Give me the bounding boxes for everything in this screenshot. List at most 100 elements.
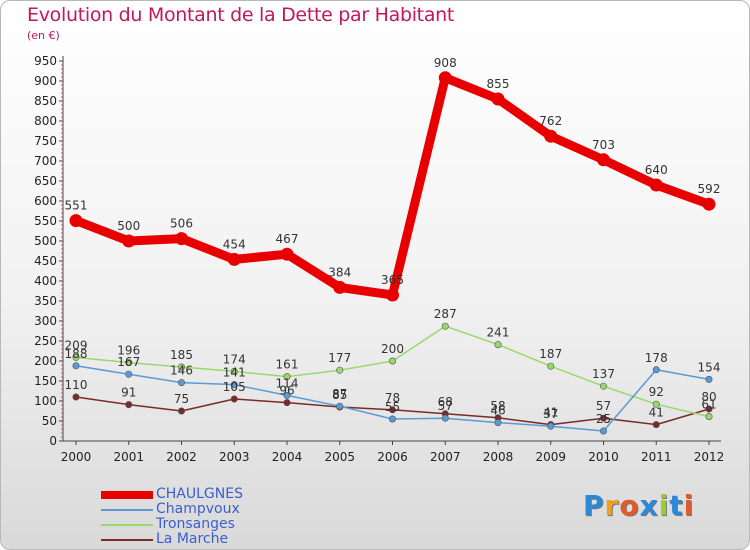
y-tick-label: 950	[34, 54, 57, 68]
data-point	[705, 405, 713, 413]
data-label: 196	[117, 344, 140, 358]
data-label: 25	[596, 412, 611, 426]
y-tick-label: 900	[34, 74, 57, 88]
data-label: 146	[170, 364, 193, 378]
data-point	[494, 341, 502, 349]
data-label: 110	[65, 378, 88, 392]
y-tick-label: 850	[34, 94, 57, 108]
y-tick-label: 200	[34, 354, 57, 368]
data-point	[388, 357, 396, 365]
data-point	[175, 232, 188, 246]
data-point	[283, 391, 291, 399]
data-label: 178	[645, 351, 668, 365]
data-label: 92	[649, 385, 664, 399]
data-point	[230, 381, 238, 389]
y-tick-label: 100	[34, 394, 57, 408]
data-point	[72, 353, 80, 361]
data-label: 506	[170, 217, 193, 231]
x-tick-label: 2009	[535, 450, 566, 464]
data-label: 454	[223, 237, 246, 251]
data-label: 209	[65, 338, 88, 352]
data-label: 241	[487, 326, 510, 340]
legend-swatch	[101, 539, 153, 541]
data-label: 85	[332, 388, 347, 402]
data-label: 174	[223, 352, 246, 366]
data-point	[441, 322, 449, 330]
data-point	[652, 400, 660, 408]
y-tick-label: 750	[34, 134, 57, 148]
x-tick-label: 2007	[430, 450, 461, 464]
y-tick-label: 250	[34, 334, 57, 348]
data-point	[599, 382, 607, 390]
data-label: 640	[645, 163, 668, 177]
x-tick-label: 2003	[219, 450, 250, 464]
data-label: 61	[701, 398, 716, 412]
x-tick-label: 2012	[694, 450, 725, 464]
data-point	[705, 375, 713, 383]
data-point	[283, 373, 291, 381]
proxiti-logo: Proxiti	[583, 489, 695, 522]
data-point	[122, 234, 136, 248]
data-point	[388, 406, 396, 414]
chart-subtitle: (en €)	[27, 29, 60, 42]
legend-swatch	[101, 509, 153, 511]
data-label: 908	[434, 56, 457, 70]
data-point	[491, 92, 505, 106]
x-tick-label: 2004	[272, 450, 303, 464]
data-point	[705, 413, 713, 421]
data-label: 592	[698, 182, 721, 196]
data-label: 384	[328, 265, 351, 279]
y-tick-label: 500	[34, 234, 57, 248]
data-point	[230, 367, 238, 375]
data-label: 365	[381, 273, 404, 287]
data-label: 87	[332, 387, 347, 401]
data-label: 167	[117, 355, 140, 369]
data-point	[388, 415, 396, 423]
legend-label: Tronsanges	[156, 516, 235, 532]
y-tick-label: 0	[49, 434, 57, 448]
data-point	[283, 399, 291, 407]
data-point	[230, 395, 238, 403]
data-point	[178, 363, 186, 371]
x-tick-label: 2006	[377, 450, 408, 464]
data-label: 137	[592, 367, 615, 381]
legend-label: Champvoux	[156, 501, 240, 517]
data-label: 55	[385, 400, 400, 414]
data-point	[386, 288, 399, 302]
data-point	[544, 129, 558, 143]
data-point	[125, 359, 133, 367]
legend-swatch	[101, 524, 153, 526]
data-point	[333, 280, 347, 294]
data-label: 551	[65, 199, 88, 213]
y-tick-label: 650	[34, 174, 57, 188]
data-point	[702, 197, 716, 211]
y-tick-label: 400	[34, 274, 57, 288]
data-label: 58	[490, 399, 505, 413]
data-point	[125, 370, 133, 378]
x-tick-label: 2008	[483, 450, 514, 464]
data-label: 762	[539, 114, 562, 128]
data-label: 41	[649, 406, 664, 420]
x-tick-label: 2001	[113, 450, 144, 464]
data-label: 187	[539, 347, 562, 361]
y-tick-label: 450	[34, 254, 57, 268]
y-tick-label: 50	[42, 414, 57, 428]
data-label: 177	[328, 351, 351, 365]
legend-label: La Marche	[156, 531, 229, 547]
data-label: 105	[223, 380, 246, 394]
data-point	[652, 421, 660, 429]
data-point	[547, 362, 555, 370]
data-label: 287	[434, 307, 457, 321]
data-label: 91	[121, 386, 136, 400]
data-label: 68	[438, 395, 453, 409]
data-label: 37	[543, 407, 558, 421]
data-point	[280, 247, 294, 261]
x-tick-label: 2010	[588, 450, 619, 464]
data-point	[336, 366, 344, 374]
data-point	[649, 178, 663, 192]
data-point	[227, 252, 241, 266]
data-label: 114	[276, 376, 299, 390]
data-label: 154	[698, 360, 721, 374]
data-point	[599, 427, 607, 435]
